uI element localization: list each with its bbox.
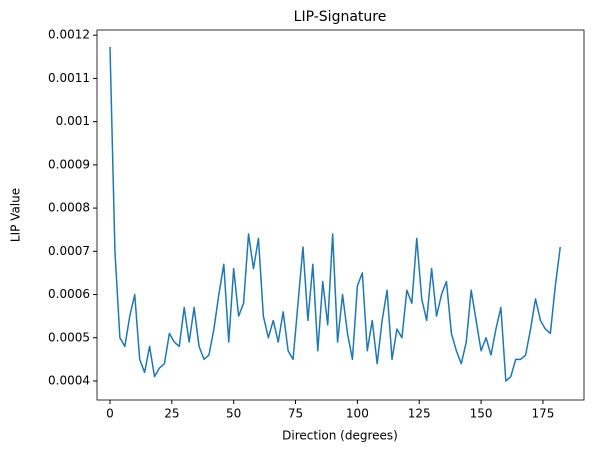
data-line — [109, 46, 561, 382]
x-tick-label: 0 — [106, 407, 114, 421]
x-tick-label: 150 — [470, 407, 493, 421]
y-tick-label: 0.0005 — [48, 330, 90, 344]
x-axis-label: Direction (degrees) — [282, 429, 398, 443]
x-tick-label: 50 — [226, 407, 241, 421]
y-tick-label: 0.0006 — [48, 287, 90, 301]
x-tick-label: 175 — [531, 407, 554, 421]
x-tick-label: 125 — [408, 407, 431, 421]
y-tick-label: 0.001 — [56, 114, 90, 128]
y-axis-label: LIP Value — [9, 188, 23, 242]
x-tick-label: 100 — [346, 407, 369, 421]
y-tick-label: 0.0008 — [48, 201, 90, 215]
y-tick-label: 0.0009 — [48, 157, 90, 171]
x-tick-label: 25 — [164, 407, 179, 421]
y-tick-label: 0.0007 — [48, 244, 90, 258]
chart-title: LIP-Signature — [294, 9, 387, 25]
y-tick-label: 0.0011 — [48, 71, 90, 85]
x-tick-label: 75 — [288, 407, 303, 421]
plot-frame — [96, 29, 585, 401]
y-tick-label: 0.0012 — [48, 28, 90, 42]
y-tick-label: 0.0004 — [48, 373, 90, 387]
